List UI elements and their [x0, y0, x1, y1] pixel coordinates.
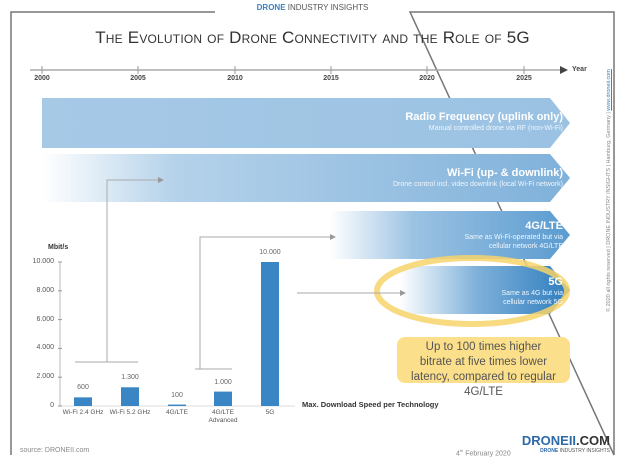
y-tick-label: 8.000: [36, 286, 54, 294]
timeline-tick-label: 2025: [516, 75, 532, 82]
band-subtitle: cellular network 5G: [503, 299, 563, 306]
band-5g: [400, 266, 570, 314]
y-tick-label: 6.000: [36, 315, 54, 323]
y-tick-label: 2.000: [36, 373, 54, 381]
timeline-arrowhead: [560, 66, 568, 74]
timeline-tick-label: 2010: [227, 75, 243, 82]
y-axis-label: Mbit/s: [48, 244, 69, 251]
band-subtitle: Same as Wi-Fi-operated but via: [464, 234, 563, 241]
bar: [74, 397, 92, 406]
category-label: Wi-Fi 5.2 GHz: [109, 409, 151, 416]
band-wifi: [42, 154, 570, 202]
logo-subtitle: DRONE INDUSTRY INSIGHTS: [540, 448, 610, 454]
category-label: Wi-Fi 2.4 GHz: [62, 409, 104, 416]
band-title: Radio Frequency (uplink only): [405, 111, 563, 123]
band-subtitle: Drone control incl. video downlink (loca…: [392, 181, 563, 188]
band-title: 4G/LTE: [525, 220, 563, 232]
timeline-label: Year: [572, 66, 587, 73]
copyright-note: © 2020 all rights reserved | DRONE INDUS…: [606, 69, 612, 312]
timeline-tick-label: 2000: [34, 75, 50, 82]
logo: DRONEII.COM: [521, 433, 610, 448]
band-subtitle: Manual controlled drone via RF (non-Wi-F…: [428, 125, 563, 132]
bar-value-label: 10.000: [259, 249, 281, 256]
source-note: source: DRONEII.com: [20, 447, 90, 454]
bar: [261, 262, 279, 406]
bar: [168, 404, 186, 406]
bar-value-label: 1.000: [214, 378, 232, 386]
band-rf: [42, 98, 570, 148]
y-tick-label: 4.000: [36, 344, 54, 352]
connector-lines: [75, 179, 400, 370]
timeline-tick-label: 2015: [323, 75, 339, 82]
category-label: 4G/LTE Advanced: [208, 409, 238, 424]
x-axis-label: Max. Download Speed per Technology: [302, 400, 439, 409]
page-title: The Evolution of Drone Connectivity and …: [95, 28, 530, 47]
y-tick-label: 0: [50, 402, 54, 409]
bar-value-label: 600: [77, 384, 89, 392]
highlight-ellipse: [374, 255, 570, 327]
timeline-tick-label: 2020: [419, 75, 435, 82]
bar: [214, 391, 232, 406]
highlight-note: Up to 100 times higher bitrate at five t…: [397, 337, 570, 398]
band-subtitle: Same as 4G but via: [501, 290, 563, 297]
date: 4th February 2020: [456, 448, 511, 458]
band-4g: [330, 211, 570, 259]
website-link[interactable]: www.droneii.com: [606, 69, 612, 111]
bar: [121, 387, 139, 406]
timeline-tick-label: 2005: [130, 75, 146, 82]
band-title: 5G: [548, 276, 563, 288]
brand-header: DRONE INDUSTRY INSIGHTS: [256, 3, 369, 12]
category-label: 5G: [265, 409, 275, 416]
band-title: Wi-Fi (up- & downlink): [447, 167, 563, 179]
category-label: 4G/LTE: [166, 409, 188, 416]
y-tick-label: 10.000: [32, 258, 54, 265]
bar-value-label: 100: [171, 391, 183, 399]
bar-value-label: 1.300: [121, 374, 139, 382]
band-subtitle: cellular network 4G/LTE: [488, 243, 563, 250]
